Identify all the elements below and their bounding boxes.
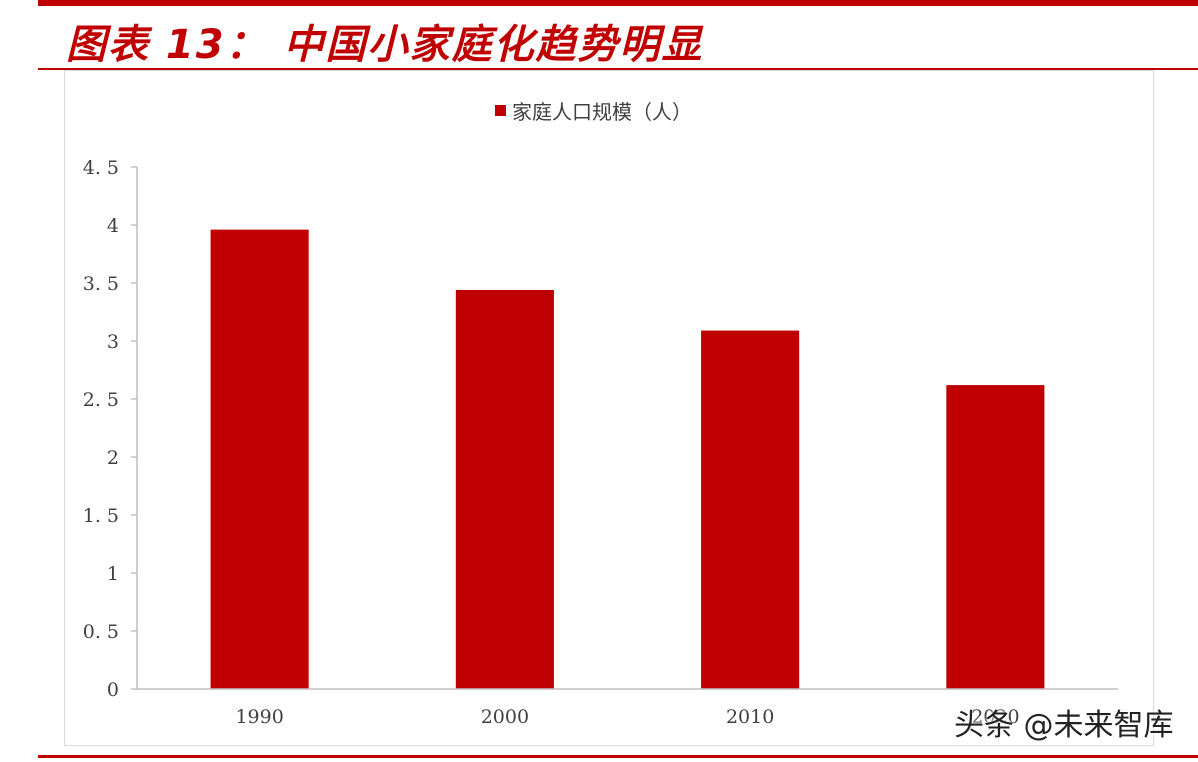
x-tick-label: 2010 <box>726 706 774 728</box>
y-tick-label: 4 <box>107 215 119 237</box>
y-tick-label: 0. 5 <box>83 621 119 643</box>
y-tick-label: 4. 5 <box>83 157 119 179</box>
y-tick-label: 2. 5 <box>83 389 119 411</box>
y-tick-label: 3 <box>107 331 119 353</box>
y-tick-label: 2 <box>107 447 119 469</box>
bars <box>210 229 1045 689</box>
y-axis: 0 0. 5 1 1. 5 2 2. 5 3 3. 5 4 4. 5 <box>83 157 138 701</box>
bar-1990 <box>210 229 309 689</box>
watermark: 头条 @未来智库 <box>954 708 1174 743</box>
top-rule <box>38 0 1198 6</box>
bar-2000 <box>455 289 554 689</box>
y-tick-label: 1 <box>107 563 119 585</box>
x-tick-label: 2020 <box>971 706 1019 728</box>
x-tick-label: 2000 <box>481 706 529 728</box>
bottom-rule <box>38 755 1198 758</box>
legend-swatch <box>495 105 506 116</box>
y-tick-label: 3. 5 <box>83 273 119 295</box>
x-axis: 1990 2000 2010 2020 <box>137 688 1118 728</box>
page-title: 图表 13： 中国小家庭化趋势明显 <box>66 22 704 68</box>
x-tick-label: 1990 <box>235 706 283 728</box>
bar-2010 <box>701 330 800 689</box>
legend-label: 家庭人口规模（人） <box>512 100 692 124</box>
y-tick-label: 1. 5 <box>83 505 119 527</box>
header-rule <box>38 68 1198 70</box>
bar-2020 <box>946 385 1045 689</box>
y-tick-label: 0 <box>107 679 119 701</box>
legend: 家庭人口规模（人） <box>495 100 692 124</box>
